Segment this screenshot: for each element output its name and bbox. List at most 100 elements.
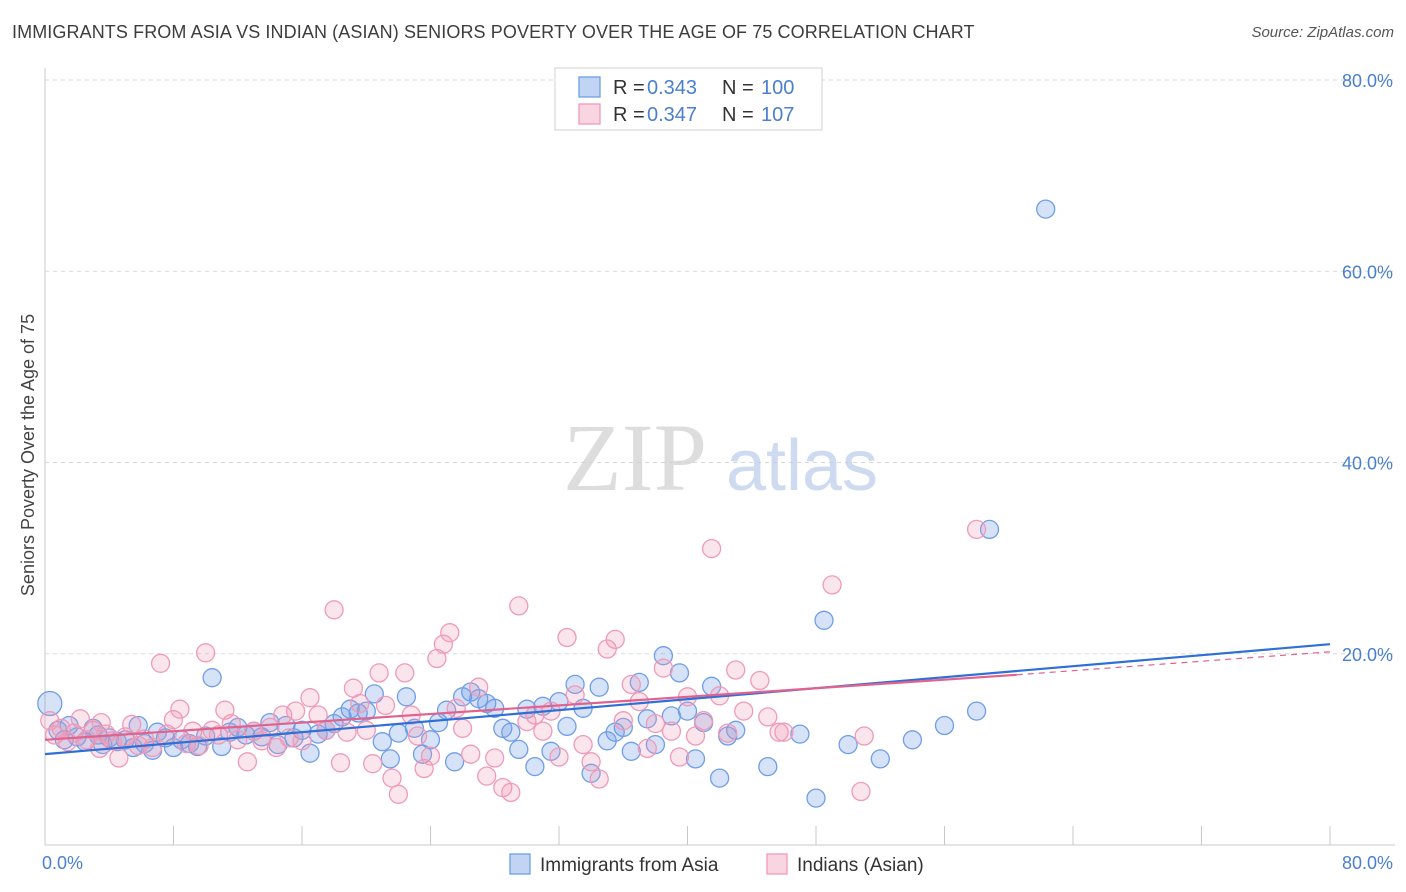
asia-point [380,749,400,769]
asia-point [332,707,352,727]
asia-point [589,677,609,697]
indian-point [557,627,577,648]
zipatlas-watermark: ZIP atlas [563,404,878,511]
asia-point [388,723,409,743]
asia-point [396,687,417,707]
asia-point [565,674,585,695]
legend-n-label: N = [722,77,754,99]
asia-point [814,610,834,630]
indian-point [40,711,60,731]
asia-point [202,668,222,688]
asia-point [934,715,955,736]
indian-point [330,753,351,773]
asia-point [709,768,730,788]
indian-point [440,623,460,643]
indian-point [589,769,609,789]
indian-point [565,685,585,705]
indian-point [661,721,682,741]
asia-point [758,756,778,777]
indian-point [758,707,778,727]
legend-box: R = 0.343 N = 100 R = 0.347 N = 107 [554,67,823,131]
grid-lines [45,79,1395,655]
indian-point [375,695,396,716]
y-tick-label: 20.0% [1342,645,1393,665]
asia-point [629,672,649,693]
indian-point [613,711,633,731]
asia-point [364,684,384,704]
asia-point [870,749,890,769]
indian-point [637,738,657,759]
indian-point [685,726,706,746]
axes [44,68,1395,846]
indian-point [669,747,690,767]
legend-n-value: 100 [761,77,794,99]
asia-point [509,739,529,760]
asia-point [685,749,706,769]
indian-point [750,670,770,691]
chart-title: IMMIGRANTS FROM ASIA VS INDIAN (ASIAN) S… [12,22,975,42]
legend-n-value: 107 [761,104,794,126]
indian-point [452,718,473,738]
asia-point [669,663,690,683]
data-points [37,199,1056,808]
indian-point [350,693,370,714]
indian-point [363,754,383,774]
asia-trend-line [44,643,1331,756]
indian-point [237,752,258,772]
asia-point [902,730,923,750]
indian-point [221,713,241,734]
indian-point [163,710,184,730]
indian-point [693,711,714,731]
indian-point [83,720,103,740]
asia-point [501,722,521,742]
indian-point [573,734,593,755]
indian-trend-line [44,673,1017,741]
legend-r-value: 0.347 [647,104,697,126]
asia-point [444,752,465,772]
asia-point [613,717,633,738]
legend-n-label: N = [722,104,754,126]
indian-point [420,746,441,766]
indian-point [769,722,789,742]
indian-point [469,677,489,697]
indian-point [701,538,722,559]
bottom-legend-swatch [766,853,788,875]
trend-lines [44,643,1331,756]
legend-swatch [578,76,601,98]
y-tick-label: 40.0% [1342,454,1393,474]
indian-point [285,701,306,721]
indian-point [726,660,746,680]
indian-point [395,663,415,683]
asia-point [525,756,545,777]
indian-point [308,705,328,725]
indian-point [605,629,625,650]
indian-point [414,758,434,779]
x-tick-labels: 0.0% 80.0% [42,853,1393,873]
indian-point [388,784,409,804]
indian-point [854,726,874,746]
indian-point [525,705,545,725]
y-tick-labels: 20.0% 40.0% 60.0% 80.0% [1342,71,1393,665]
indian-point [629,691,649,712]
indian-point [433,634,454,654]
indian-point [621,674,641,695]
indian-point [195,643,216,663]
indian-point [774,722,794,742]
legend-r-value: 0.343 [647,77,697,99]
x-tick-label: 80.0% [1342,853,1393,873]
indian-point [461,744,481,764]
indian-point [382,768,402,788]
indian-point [109,748,129,768]
indian-point [369,663,389,683]
bottom-legend-label: Indians (Asian) [797,855,924,876]
indian-point [851,781,871,802]
indian-point [822,575,842,595]
indian-point [228,730,248,750]
source-label: Source: ZipAtlas.com [1251,24,1394,41]
legend-swatch [578,103,601,125]
indian-point [300,688,320,708]
indian-point [142,737,163,758]
indian-point [150,653,171,673]
asia-point [677,701,698,721]
